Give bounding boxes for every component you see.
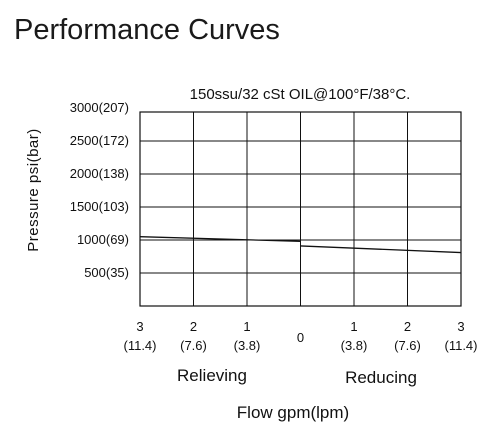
x-side-label-right: Reducing — [345, 368, 417, 387]
x-tick-sublabel: (7.6) — [394, 338, 421, 353]
y-tick-label: 1000(69) — [77, 232, 129, 247]
y-tick-label: 500(35) — [84, 265, 129, 280]
chart-series — [139, 236, 462, 254]
x-tick-sublabel: (11.4) — [124, 338, 157, 353]
y-tick-label: 3000(207) — [70, 100, 129, 115]
page-title: Performance Curves — [14, 14, 280, 46]
series-line — [139, 236, 301, 242]
x-tick-label: 0 — [297, 330, 304, 345]
y-tick-label: 2500(172) — [70, 133, 129, 148]
y-axis-label: Pressure psi(bar) — [25, 128, 42, 252]
x-side-label-left: Relieving — [177, 366, 247, 385]
x-tick-sublabel: (7.6) — [180, 338, 207, 353]
x-axis-label: Flow gpm(lpm) — [237, 403, 349, 422]
chart-grid — [140, 112, 461, 306]
y-tick-label: 2000(138) — [70, 166, 129, 181]
series-line — [300, 245, 462, 254]
chart-title: 150ssu/32 cSt OIL@100°F/38°C. — [190, 86, 411, 103]
plot-area — [139, 111, 462, 307]
x-tick-sublabel: (3.8) — [341, 338, 368, 353]
x-tick-sublabel: (11.4) — [445, 338, 478, 353]
y-tick-label: 1500(103) — [70, 199, 129, 214]
x-tick-label: 2 — [190, 319, 197, 334]
x-tick-sublabel: (3.8) — [234, 338, 261, 353]
y-tick-labels: 3000(207) 2500(172) 2000(138) 1500(103) 1000… — [70, 100, 129, 280]
x-tick-labels: 3 (11.4) 2 (7.6) 1 (3.8) 0 1 (3.8) 2 (7.6) 3 (11.4) — [124, 319, 478, 353]
x-tick-label: 3 — [136, 319, 143, 334]
x-tick-label: 2 — [404, 319, 411, 334]
x-tick-label: 3 — [457, 319, 464, 334]
x-tick-label: 1 — [243, 319, 250, 334]
x-tick-label: 1 — [350, 319, 357, 334]
